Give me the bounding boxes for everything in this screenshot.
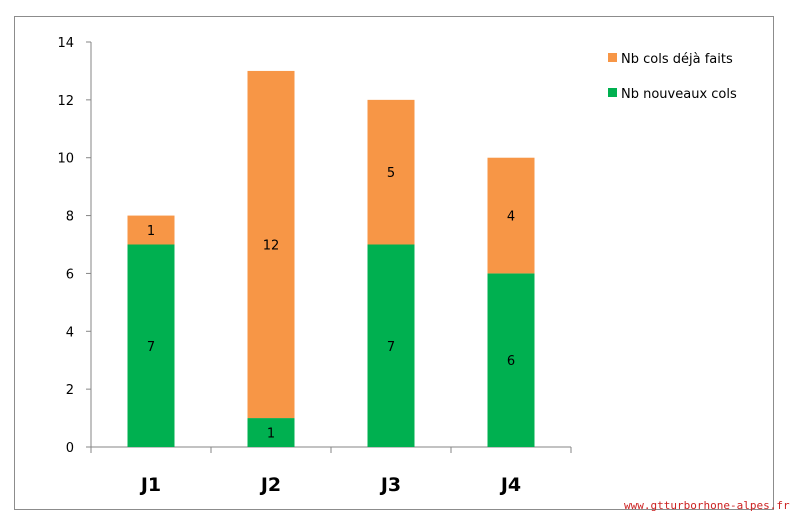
data-label: 1	[267, 427, 275, 442]
legend-swatch	[608, 53, 617, 62]
chart-frame	[14, 16, 774, 510]
bar-j2-series-0	[247, 418, 295, 447]
x-category-label: J3	[379, 474, 401, 496]
bar-j4-series-0	[487, 273, 535, 447]
data-label: 5	[387, 166, 395, 181]
y-tick-label: 10	[57, 152, 74, 167]
y-tick-label: 6	[66, 267, 74, 282]
data-label: 1	[147, 224, 155, 239]
y-tick-label: 8	[66, 210, 74, 225]
bar-j2-series-1	[247, 70, 295, 419]
y-tick-label: 2	[66, 383, 74, 398]
bar-j1-series-0	[127, 244, 175, 447]
data-label: 4	[507, 210, 515, 225]
y-tick-label: 12	[57, 94, 74, 109]
site-watermark: www.gtturborhone-alpes.fr	[624, 499, 790, 512]
y-tick-label: 14	[57, 36, 74, 51]
bar-j4-series-1	[487, 157, 535, 274]
x-category-label: J1	[139, 474, 161, 496]
bar-j3-series-1	[367, 99, 415, 245]
bar-j3-series-0	[367, 244, 415, 447]
legend-label: Nb nouveaux cols	[621, 87, 737, 102]
bar-j1-series-1	[127, 215, 175, 245]
data-label: 7	[387, 340, 395, 355]
y-tick-label: 0	[66, 441, 74, 456]
x-category-label: J2	[259, 474, 281, 496]
legend-swatch	[608, 88, 617, 97]
legend-label: Nb cols déjà faits	[621, 52, 733, 67]
data-label: 6	[507, 354, 515, 369]
x-category-label: J4	[499, 474, 521, 496]
data-label: 7	[147, 340, 155, 355]
y-tick-label: 4	[66, 325, 74, 340]
data-label: 12	[263, 239, 280, 254]
